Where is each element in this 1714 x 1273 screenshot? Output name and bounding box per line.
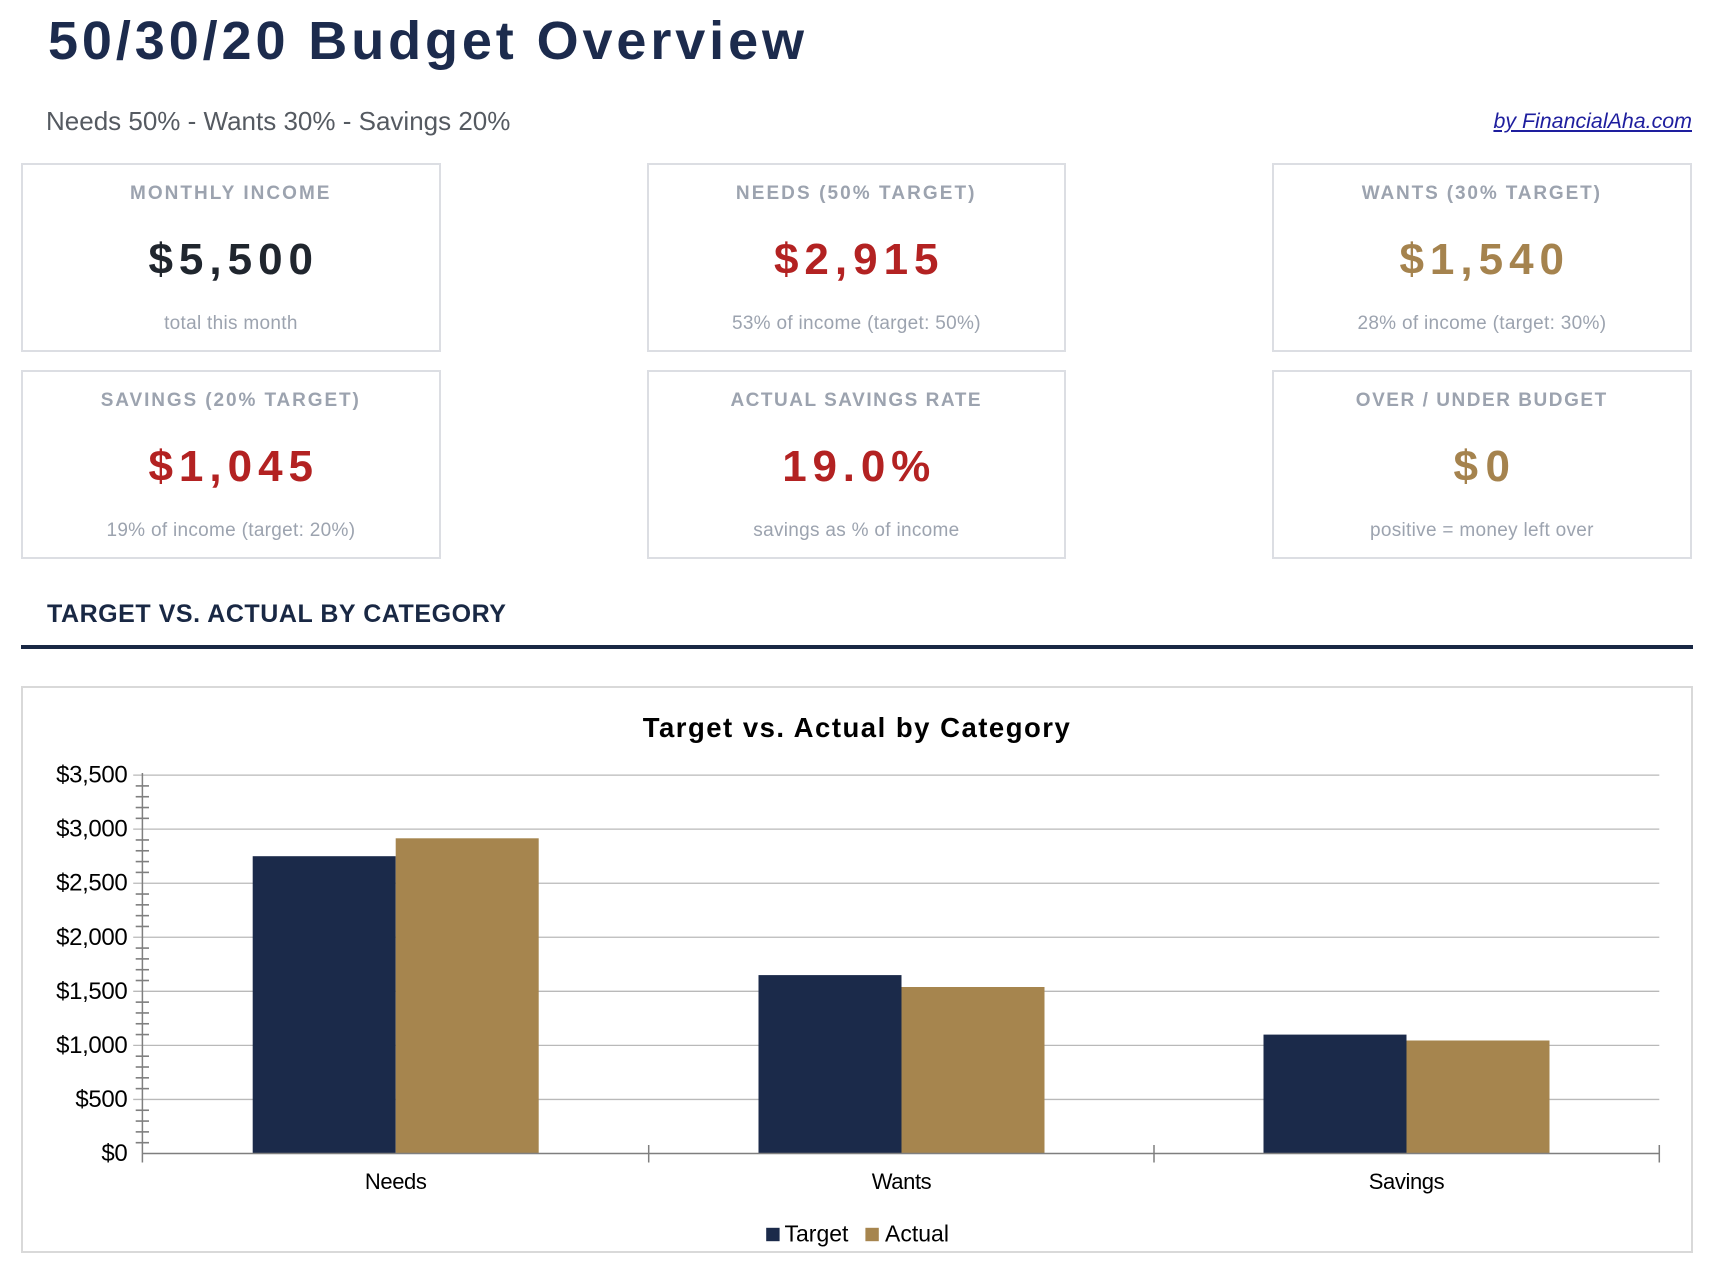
svg-text:Needs: Needs	[365, 1169, 427, 1194]
svg-text:Wants: Wants	[872, 1169, 932, 1194]
svg-text:Savings: Savings	[1369, 1169, 1445, 1194]
svg-text:$2,500: $2,500	[56, 870, 127, 897]
svg-text:$3,500: $3,500	[56, 762, 127, 789]
svg-text:Actual: Actual	[885, 1221, 949, 1247]
svg-text:$1,500: $1,500	[56, 978, 127, 1005]
svg-text:$1,000: $1,000	[56, 1032, 127, 1059]
svg-text:$500: $500	[75, 1086, 127, 1113]
svg-text:$2,000: $2,000	[56, 924, 127, 951]
svg-text:Target: Target	[785, 1221, 850, 1247]
svg-text:$0: $0	[101, 1140, 127, 1167]
svg-text:Target vs. Actual by Category: Target vs. Actual by Category	[643, 712, 1072, 743]
svg-text:$3,000: $3,000	[56, 816, 127, 843]
